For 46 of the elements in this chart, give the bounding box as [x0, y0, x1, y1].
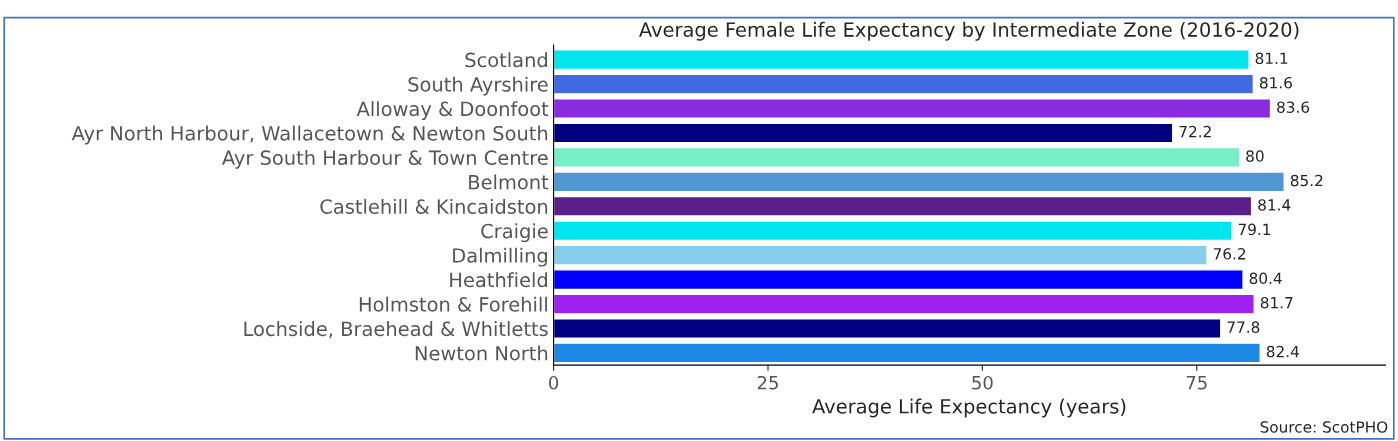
y-tick-label: Newton North	[415, 345, 548, 361]
bar	[553, 171, 1285, 193]
y-tick-label: Heathfield	[450, 272, 547, 288]
bar	[553, 318, 1222, 339]
y-tick-label: Lochside, Braehead & Whitletts	[244, 321, 548, 339]
bar	[553, 342, 1261, 364]
data-label: 76.2	[1213, 248, 1246, 260]
data-label: 80.4	[1249, 272, 1282, 285]
x-tick-label: 50	[972, 375, 993, 390]
data-label: 83.6	[1277, 101, 1310, 113]
y-tick-label: Dalmilling	[453, 247, 547, 267]
y-tick-label: Holmston & Forehill	[359, 296, 547, 312]
y-tick-label: Castlehill & Kincaidston	[320, 198, 548, 214]
y-tick-label: Scotland	[465, 52, 547, 68]
y-tick-label: Ayr South Harbour & Town Centre	[222, 150, 548, 169]
data-label: 81.4	[1258, 199, 1291, 211]
data-label: 85.2	[1290, 174, 1323, 187]
bar	[553, 98, 1272, 119]
data-label: 77.8	[1227, 321, 1260, 333]
data-label: 81.6	[1259, 76, 1292, 89]
bar	[553, 244, 1208, 266]
y-tick-label: Craigie	[481, 223, 548, 243]
source-note: Source: ScotPHO	[1260, 421, 1388, 433]
data-label: 82.4	[1266, 345, 1299, 358]
y-tick-label: Belmont	[469, 174, 549, 190]
y-tick-label: Alloway & Doonfoot	[356, 101, 549, 120]
y-tick-label: South Ayrshire	[408, 76, 548, 96]
x-tick-label: 0	[549, 375, 559, 390]
data-label: 72.2	[1179, 125, 1211, 138]
bar	[553, 195, 1253, 217]
data-label: 81.7	[1260, 296, 1293, 309]
bar	[553, 49, 1250, 71]
bar	[553, 146, 1241, 168]
data-label: 80	[1246, 150, 1264, 162]
x-axis-title: Average Life Expectancy (years)	[812, 398, 1126, 418]
bar	[553, 220, 1233, 242]
bar	[553, 73, 1255, 95]
bar	[553, 122, 1174, 144]
bar	[553, 269, 1244, 291]
y-tick-label: Ayr North Harbour, Wallacetown & Newton South	[71, 125, 548, 145]
x-tick-label: 25	[757, 375, 778, 390]
data-label: 81.1	[1255, 52, 1288, 65]
chart-title: Average Female Life Expectancy by Intermediate Zone (2016-2020)	[639, 21, 1299, 41]
x-tick-label: 75	[1186, 376, 1207, 390]
bar	[553, 293, 1255, 315]
data-label: 79.1	[1238, 223, 1271, 236]
